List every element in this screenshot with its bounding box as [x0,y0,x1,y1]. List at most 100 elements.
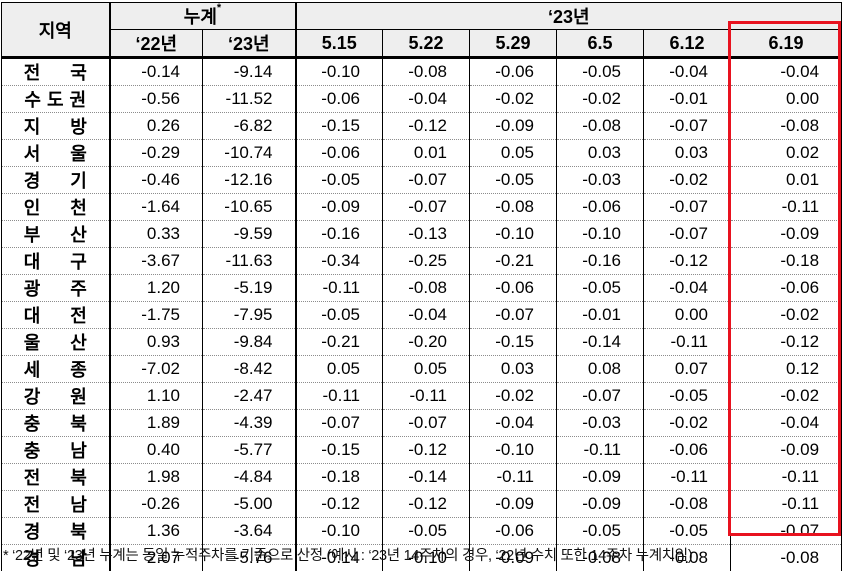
value-cell: -10.65 [202,193,297,221]
table-row: 전 국 -0.14 -9.14 -0.10 -0.08 -0.06 -0.05 -0.04 -0… [1,57,842,86]
value-cell: -0.10 [295,57,383,86]
value-cell: -0.11 [295,274,383,302]
value-cell: -0.04 [643,57,731,86]
value-cell: -0.06 [295,85,383,113]
value-cell-highlighted: -0.02 [730,382,842,410]
value-cell: -11.63 [202,247,297,275]
table-body: 전 국 -0.14 -9.14 -0.10 -0.08 -0.06 -0.05 -0.04 -0… [1,57,842,571]
value-cell: -10.74 [202,139,297,167]
table-row: 광 주 1.20 -5.19 -0.11 -0.08 -0.06 -0.05 -0.04 -0.… [1,274,842,302]
value-cell: 0.00 [643,301,731,329]
value-cell-highlighted: -0.07 [730,517,842,545]
value-cell: -0.04 [382,301,470,329]
value-cell: -0.02 [643,166,731,194]
header-col-5-22: 5.22 [382,29,470,58]
value-cell: -0.07 [469,301,557,329]
value-cell: -4.84 [202,463,297,491]
value-cell-highlighted: -0.18 [730,247,842,275]
value-cell: 1.20 [109,274,203,302]
value-cell: -0.10 [382,544,470,571]
value-cell: -0.16 [556,247,644,275]
value-cell: -0.21 [469,247,557,275]
value-cell-highlighted: -0.08 [730,112,842,140]
value-cell-highlighted: 0.02 [730,139,842,167]
value-cell-highlighted: -0.11 [730,463,842,491]
value-cell: -0.56 [109,85,203,113]
value-cell: -0.06 [469,57,557,86]
value-cell: -0.16 [295,220,383,248]
value-cell: -0.25 [382,247,470,275]
value-cell: -1.64 [109,193,203,221]
value-cell: -0.15 [295,436,383,464]
table-row: 수도권 -0.56 -11.52 -0.06 -0.04 -0.02 -0.02 -0.01 0… [1,85,842,113]
value-cell: 0.05 [295,355,383,383]
region-name: 경 남 [1,544,111,571]
header-col-6-12: 6.12 [643,29,731,58]
value-cell-highlighted: -0.09 [730,220,842,248]
footnote-asterisk: * [216,2,222,14]
value-cell: -0.01 [556,301,644,329]
value-cell: -0.07 [382,166,470,194]
value-cell: -1.75 [109,301,203,329]
table-row: 충 북 1.89 -4.39 -0.07 -0.07 -0.04 -0.03 -0.02 -0.… [1,409,842,437]
value-cell: -0.20 [382,328,470,356]
table-row: 대 구 -3.67 -11.63 -0.34 -0.25 -0.21 -0.16 -0.12-… [1,247,842,275]
value-cell: -0.05 [469,166,557,194]
value-cell: -0.14 [109,57,203,86]
value-cell: -3.67 [109,247,203,275]
value-cell-highlighted: -0.04 [730,57,842,86]
header-year-2023: ‘23년 [295,2,842,30]
value-cell: 1.89 [109,409,203,437]
value-cell: -0.03 [556,166,644,194]
table-row: 경 북 1.36 -3.64 -0.10 -0.05 -0.06 -0.05 -0.05 -0.… [1,517,842,545]
header-row-columns: ‘22년 ‘23년 5.15 5.22 5.29 6.5 6.12 6.19 [2,29,842,58]
value-cell-highlighted: -0.11 [730,490,842,518]
value-cell: -0.11 [556,436,644,464]
value-cell-highlighted: -0.08 [730,544,842,571]
header-row-groups: 지역 누계* ‘23년 [1,2,842,58]
value-cell: -0.26 [109,490,203,518]
value-cell: -0.34 [295,247,383,275]
value-cell: -0.10 [295,517,383,545]
value-cell: -0.11 [382,382,470,410]
value-cell: -0.06 [643,436,731,464]
value-cell: -0.06 [469,517,557,545]
value-cell: -0.05 [643,517,731,545]
value-cell: -0.09 [469,112,557,140]
value-cell: -0.14 [382,463,470,491]
region-name: 부 산 [1,220,111,248]
value-cell: -0.06 [469,274,557,302]
region-name: 경 북 [1,517,111,545]
value-cell: -0.05 [643,382,731,410]
value-cell: -0.08 [469,193,557,221]
header-col-5-15: 5.15 [295,29,383,58]
table-row: 대 전 -1.75 -7.95 -0.05 -0.04 -0.07 -0.01 0.00 -0.… [1,301,842,329]
value-cell: -0.11 [469,463,557,491]
value-cell: -0.04 [469,409,557,437]
value-cell-highlighted: -0.02 [730,301,842,329]
region-name: 전 국 [1,57,111,86]
value-cell-highlighted: -0.09 [730,436,842,464]
value-cell: -0.05 [382,517,470,545]
table-row: 경 남 2.07 -5.76 -0.14 -0.10 -0.09 -0.08 -0.08 -0.… [1,544,842,571]
value-cell: 0.07 [643,355,731,383]
value-cell: -0.12 [643,247,731,275]
value-cell: -4.39 [202,409,297,437]
value-cell: -0.12 [295,490,383,518]
value-cell: -6.82 [202,112,297,140]
table-row: 지 방 0.26 -6.82 -0.15 -0.12 -0.09 -0.08 -0.07 -0.… [1,112,842,140]
region-name: 광 주 [1,274,111,302]
value-cell: -9.84 [202,328,297,356]
value-cell: -0.05 [556,517,644,545]
value-cell: -9.59 [202,220,297,248]
value-cell-highlighted: -0.04 [730,409,842,437]
value-cell-highlighted: 0.01 [730,166,842,194]
value-cell: 0.40 [109,436,203,464]
header-col-6-19: 6.19 [730,29,842,58]
header-cumulative-label: 누계 [183,7,217,27]
value-cell-highlighted: -0.06 [730,274,842,302]
region-name: 충 북 [1,409,111,437]
table-row: 경 기 -0.46 -12.16 -0.05 -0.07 -0.05 -0.03 -0.02 0… [1,166,842,194]
